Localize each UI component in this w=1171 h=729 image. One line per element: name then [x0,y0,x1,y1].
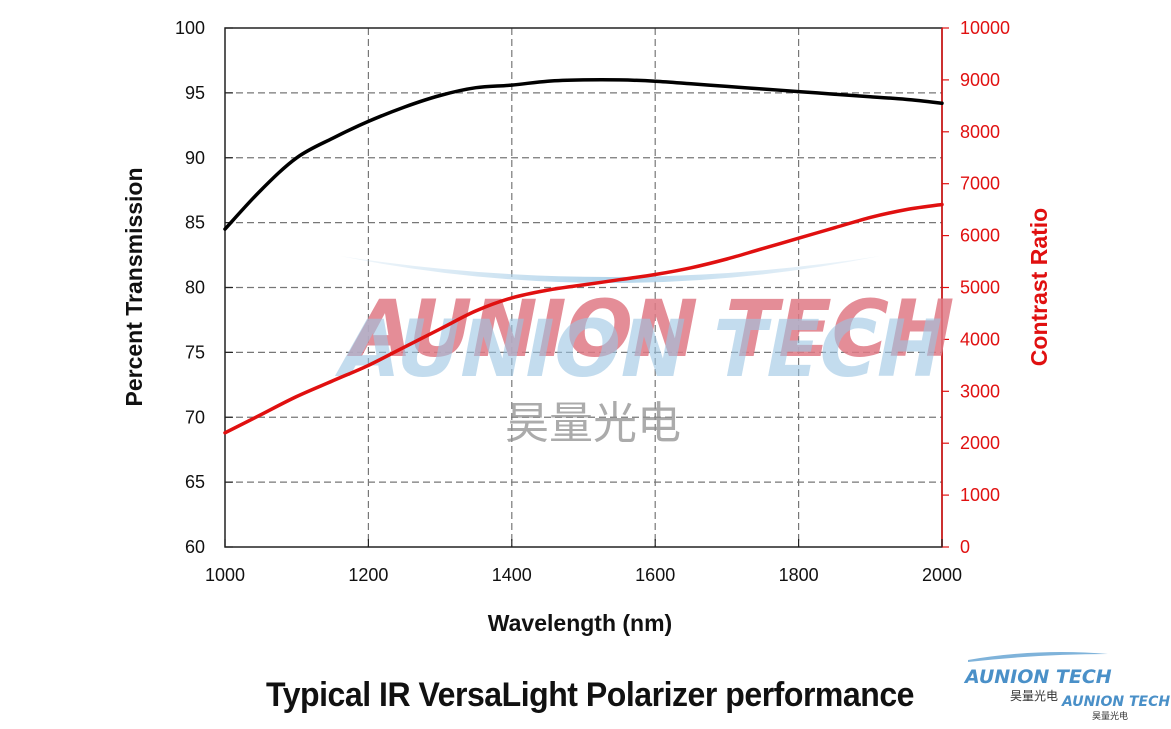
y2-tick-label: 10000 [960,18,1010,38]
y-tick-label: 80 [185,278,205,298]
y2-tick-label: 7000 [960,174,1000,194]
right-axis: 0 1000 2000 3000 4000 5000 6000 7000 8000 9000 100… [941,18,1010,557]
y2-tick-label: 3000 [960,381,1000,401]
transmission-line [223,78,944,231]
contrast-ratio-line [223,202,944,435]
x-axis-title: Wavelength (nm) [488,610,672,636]
figure-caption: Typical IR VersaLight Polarizer performa… [266,676,914,714]
y2-tick-label: 9000 [960,70,1000,90]
y2-tick-label: 4000 [960,329,1000,349]
watermark-text-red: AUNION TECH [346,285,954,375]
watermark-cn-text: 昊量光电 [505,398,681,449]
y2-tick-label: 2000 [960,433,1000,453]
brand-logo: AUNION TECH 昊量光电 AUNION TECH 昊量光电 [963,652,1170,722]
y2-tick-label: 5000 [960,278,1000,298]
y2-tick-label: 0 [960,537,970,557]
watermark: AUNION TECH AUNION TECH 昊量光电 [334,256,954,449]
x-tick-label: 1400 [492,565,532,585]
y-tick-label: 100 [175,18,205,38]
series-layer [223,78,944,435]
y2-tick-label: 8000 [960,122,1000,142]
x-tick-label: 1000 [205,565,245,585]
y2-axis-title: Contrast Ratio [1026,208,1052,366]
logo-cn-2: 昊量光电 [1092,710,1128,722]
y-tick-label: 90 [185,148,205,168]
watermark-swoosh [340,256,880,283]
logo-swoosh [968,652,1108,662]
x-tick-label: 1800 [779,565,819,585]
logo-text: AUNION TECH [963,666,1112,688]
x-tick-label: 1200 [348,565,388,585]
y-tick-label: 75 [185,342,205,362]
x-tick-label: 2000 [922,565,962,585]
watermark-text-blue: AUNION TECH [334,305,942,395]
x-axis: 1000 1200 1400 1600 1800 2000 [205,539,962,585]
y-tick-label: 65 [185,472,205,492]
x-tick-label: 1600 [635,565,675,585]
y-tick-label: 95 [185,83,205,103]
logo-cn: 昊量光电 [1010,689,1058,703]
logo-text-2: AUNION TECH [1061,694,1170,710]
y-axis-title: Percent Transmission [121,167,147,406]
y2-tick-label: 6000 [960,226,1000,246]
y-tick-label: 85 [185,213,205,233]
y-tick-label: 60 [185,537,205,557]
y2-tick-label: 1000 [960,485,1000,505]
y-tick-label: 70 [185,407,205,427]
